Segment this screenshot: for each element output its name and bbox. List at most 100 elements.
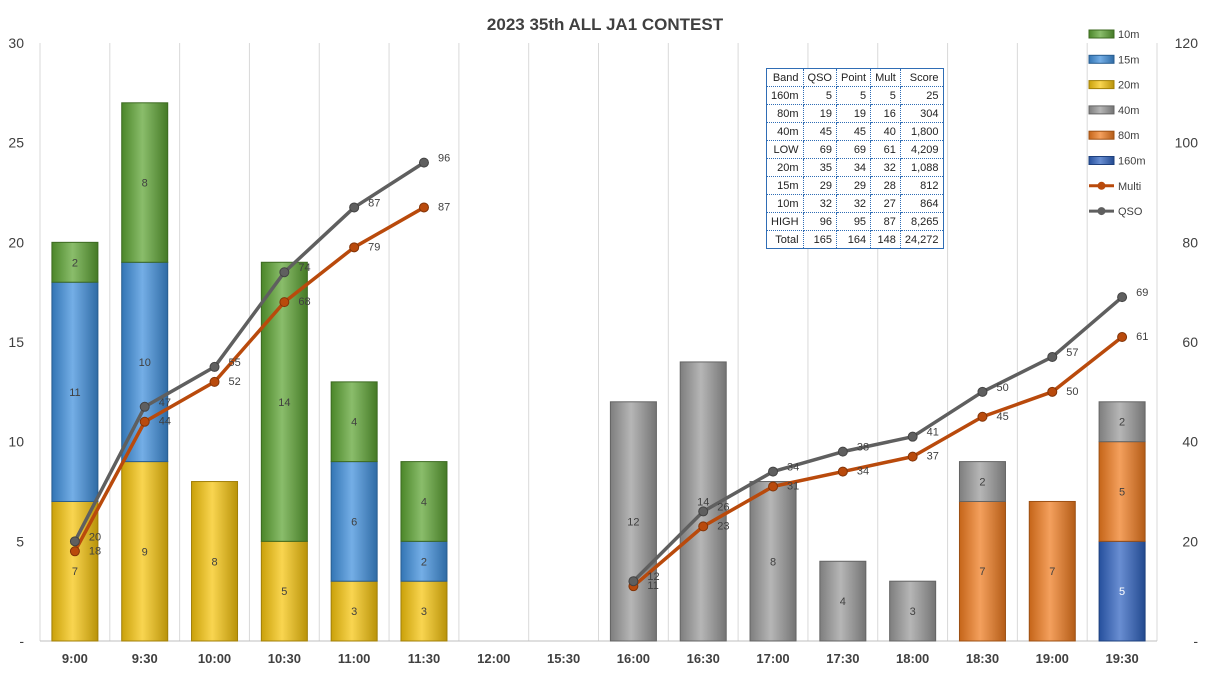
point-label-QSO: 87 — [368, 197, 380, 209]
point-QSO — [69, 536, 80, 547]
bar-20m — [191, 481, 239, 642]
legend-swatch-20m — [1088, 80, 1115, 90]
x-tick-label: 11:30 — [408, 651, 441, 666]
legend: 10m 15m 20m 40m 80m 160m Multi QSO — [1088, 29, 1146, 218]
bar-value-label: 2 — [1119, 417, 1125, 429]
x-tick-label: 15:30 — [547, 651, 580, 666]
point-label-QSO: 55 — [229, 357, 241, 369]
point-QSO — [209, 361, 220, 372]
point-label-Multi: 18 — [89, 545, 101, 557]
score-table-cell: 29 — [802, 176, 837, 195]
bar-value-label: 7 — [72, 566, 78, 578]
score-table: Band QSO Point Mult Score 160m 5 5 5 25 80m 19 19 16… — [766, 68, 944, 249]
score-table-cell: 19 — [802, 104, 837, 123]
y-right-tick: 60 — [1182, 334, 1198, 350]
bar-value-label: 2 — [72, 257, 78, 269]
score-table-cell: 80m — [766, 104, 804, 123]
bar-20m — [121, 461, 169, 642]
y-right-tick: - — [1193, 633, 1198, 649]
bar-value-label: 2 — [979, 477, 985, 489]
bar-value-label: 8 — [770, 556, 776, 568]
bar-value-label: 7 — [1049, 566, 1055, 578]
point-label-Multi: 34 — [857, 466, 869, 478]
x-tick-label: 10:30 — [268, 651, 301, 666]
point-Multi — [1117, 332, 1128, 343]
score-table-cell: 15m — [766, 176, 804, 195]
score-table-header: Band QSO Point Mult Score — [766, 68, 944, 87]
point-QSO — [349, 202, 360, 213]
x-tick-label: 16:30 — [687, 651, 720, 666]
score-table-cell: 45 — [835, 122, 872, 141]
score-table-cell: 304 — [899, 104, 944, 123]
point-label-QSO: 57 — [1066, 347, 1078, 359]
score-table-cell: 32 — [870, 158, 901, 177]
bar-15m — [400, 540, 448, 582]
score-table-cell: 25 — [899, 86, 944, 105]
point-label-QSO: 12 — [647, 571, 659, 583]
bar-20m — [400, 580, 448, 642]
score-table-cell: 69 — [802, 140, 837, 159]
point-label-Multi: 31 — [787, 481, 799, 493]
score-table-header-cell: Mult — [870, 68, 901, 87]
legend-label-80m: 80m — [1118, 130, 1139, 142]
line-Multi — [73, 205, 1124, 588]
x-tick-label: 17:30 — [826, 651, 859, 666]
bar-80m — [958, 500, 1006, 642]
bar-10m — [400, 461, 448, 542]
y-right-tick: 100 — [1175, 135, 1199, 151]
score-table-cell: 10m — [766, 194, 804, 213]
bar-value-label: 3 — [351, 606, 357, 618]
legend-swatch-80m — [1088, 130, 1115, 140]
point-label-Multi: 52 — [229, 376, 241, 388]
bar-value-label: 12 — [627, 516, 639, 528]
bar-value-label: 8 — [142, 178, 148, 190]
point-label-Multi: 23 — [717, 520, 729, 532]
bar-value-label: 3 — [421, 606, 427, 618]
y-right-tick: 20 — [1182, 533, 1198, 549]
score-table-cell: LOW — [766, 140, 804, 159]
score-table-cell: 8,265 — [899, 212, 944, 231]
score-table-cell: 20m — [766, 158, 804, 177]
point-Multi — [139, 416, 150, 427]
bar-value-label: 10 — [139, 357, 151, 369]
score-table-cell: 16 — [870, 104, 901, 123]
score-table-cell: 4,209 — [899, 140, 944, 159]
point-QSO — [698, 506, 709, 517]
y-left-tick: 20 — [8, 234, 24, 250]
bar-value-label: 3 — [910, 606, 916, 618]
y-left-tick: 30 — [8, 35, 24, 51]
point-QSO — [139, 401, 150, 412]
score-table-cell: 864 — [899, 194, 944, 213]
point-label-QSO: 20 — [89, 531, 101, 543]
point-label-Multi: 61 — [1136, 331, 1148, 343]
score-table-cell: 5 — [870, 86, 901, 105]
legend-marker-QSO — [1097, 207, 1106, 216]
point-Multi — [698, 521, 709, 532]
point-QSO — [768, 466, 779, 477]
score-table-row: 40m 45 45 40 1,800 — [766, 122, 944, 141]
point-QSO — [418, 157, 429, 168]
point-QSO — [837, 446, 848, 457]
point-QSO — [1047, 351, 1058, 362]
x-tick-label: 19:30 — [1105, 651, 1138, 666]
point-label-QSO: 50 — [996, 382, 1008, 394]
point-Multi — [977, 411, 988, 422]
y-right-tick: 120 — [1175, 35, 1199, 51]
x-tick-label: 18:30 — [966, 651, 999, 666]
point-label-Multi: 45 — [996, 411, 1008, 423]
legend-label-15m: 15m — [1118, 54, 1139, 66]
point-label-QSO: 47 — [159, 397, 171, 409]
legend-label-Multi: Multi — [1118, 181, 1141, 193]
bar-80m — [1028, 500, 1076, 642]
point-Multi — [349, 242, 360, 253]
chart-title: 2023 35th ALL JA1 CONTEST — [487, 15, 724, 34]
point-label-QSO: 96 — [438, 153, 450, 165]
score-table-cell: 32 — [802, 194, 837, 213]
legend-label-40m: 40m — [1118, 105, 1139, 117]
point-Multi — [907, 451, 918, 462]
score-table-cell: HIGH — [766, 212, 804, 231]
score-table-cell: 40m — [766, 122, 804, 141]
point-Multi — [1047, 386, 1058, 397]
score-table-cell: 1,088 — [899, 158, 944, 177]
